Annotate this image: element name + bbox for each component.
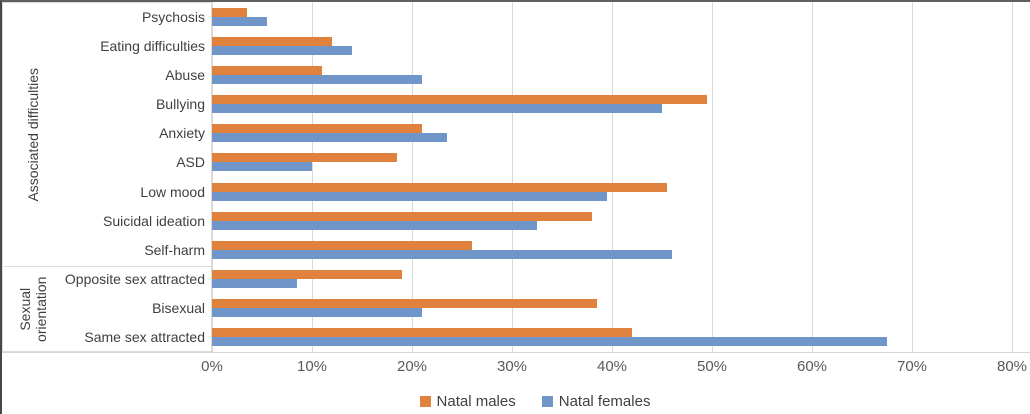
x-axis-line [2, 352, 1030, 353]
gridline-60 [812, 2, 813, 352]
category-label-bisexual: Bisexual [152, 300, 205, 317]
bar-natal-males-anxiety [212, 124, 422, 134]
bar-natal-females-low-mood [212, 191, 607, 201]
bar-natal-males-suicidal-ideation [212, 211, 592, 221]
bar-natal-females-same-sex-attracted [212, 337, 887, 347]
legend: Natal males Natal females [21, 393, 1030, 410]
category-label-asd: ASD [176, 154, 205, 171]
plot-area [212, 2, 1013, 352]
gridline-10 [312, 2, 313, 352]
bar-natal-males-bisexual [212, 299, 597, 309]
legend-swatch-natal-males [419, 396, 431, 407]
category-label-suicidal-ideation: Suicidal ideation [103, 212, 205, 229]
category-label-anxiety: Anxiety [159, 125, 205, 142]
bar-natal-males-self-harm [212, 240, 472, 250]
x-tick-30: 30% [496, 358, 528, 375]
category-label-bullying: Bullying [155, 96, 205, 113]
group-label-sexual-orientation: Sexual orientation [17, 276, 49, 342]
bar-natal-males-eating-difficulties [212, 36, 332, 46]
bar-natal-males-psychosis [212, 7, 247, 17]
bar-natal-males-bullying [212, 95, 707, 105]
legend-item-natal-males: Natal males [419, 393, 516, 410]
bar-natal-females-suicidal-ideation [212, 220, 537, 230]
gridline-50 [712, 2, 713, 352]
bar-natal-males-same-sex-attracted [212, 328, 632, 338]
legend-label-natal-males: Natal males [436, 393, 516, 410]
category-label-self-harm: Self-harm [144, 241, 205, 258]
bar-natal-females-bisexual [212, 308, 422, 318]
legend-label-natal-females: Natal females [558, 393, 651, 410]
gridline-40 [612, 2, 613, 352]
x-tick-20: 20% [396, 358, 428, 375]
bar-natal-females-asd [212, 162, 312, 172]
gridline-20 [412, 2, 413, 352]
gridline-0 [212, 2, 213, 352]
x-tick-40: 40% [596, 358, 628, 375]
bar-natal-males-abuse [212, 65, 322, 75]
bar-natal-females-eating-difficulties [212, 45, 352, 55]
legend-item-natal-females: Natal females [541, 393, 651, 410]
bar-natal-females-bullying [212, 104, 662, 114]
bar-natal-females-opposite-sex-attracted [212, 279, 297, 289]
bar-natal-females-abuse [212, 74, 422, 84]
x-tick-50: 50% [696, 358, 728, 375]
bar-natal-females-anxiety [212, 133, 447, 143]
x-tick-70: 70% [896, 358, 928, 375]
bar-natal-males-opposite-sex-attracted [212, 270, 402, 280]
group-label-associated-difficulties: Associated difficulties [25, 67, 41, 202]
category-label-low-mood: Low mood [140, 183, 205, 200]
legend-swatch-natal-females [541, 396, 553, 407]
x-tick-80: 80% [996, 358, 1028, 375]
category-label-same-sex-attracted: Same sex attracted [84, 329, 205, 346]
group-separator [4, 265, 212, 267]
category-label-psychosis: Psychosis [141, 8, 205, 25]
category-label-opposite-sex-attracted: Opposite sex attracted [64, 271, 205, 288]
bar-natal-females-self-harm [212, 249, 672, 259]
gridline-80 [1012, 2, 1013, 352]
gridline-30 [512, 2, 513, 352]
x-tick-0: 0% [201, 358, 223, 375]
category-axis-box [2, 2, 212, 352]
category-label-eating-difficulties: Eating difficulties [100, 37, 205, 54]
gridline-70 [912, 2, 913, 352]
category-label-abuse: Abuse [165, 66, 205, 83]
x-tick-60: 60% [796, 358, 828, 375]
bar-natal-females-psychosis [212, 16, 267, 26]
x-tick-10: 10% [296, 358, 328, 375]
bar-natal-males-asd [212, 153, 397, 163]
bar-natal-males-low-mood [212, 182, 667, 192]
